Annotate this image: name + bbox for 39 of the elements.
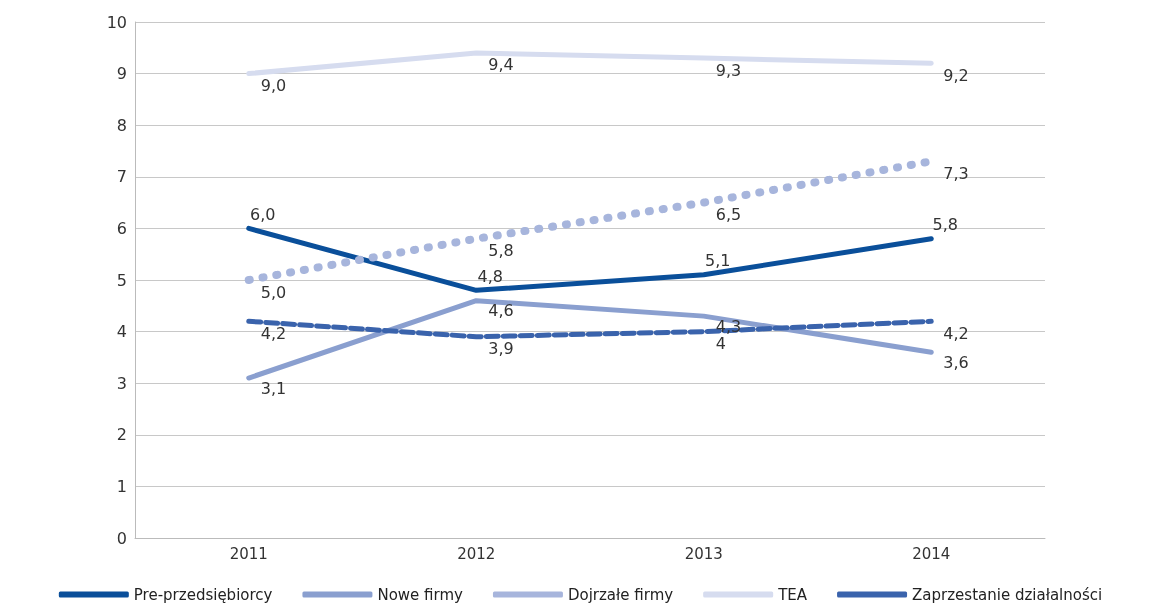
x-tick-label: 2014: [912, 544, 951, 563]
data-label: 3,9: [488, 339, 514, 359]
data-label: 5,1: [705, 251, 731, 271]
y-tick-label: 3: [116, 373, 127, 393]
y-tick-label: 9: [116, 64, 127, 84]
legend-label: Nowe firmy: [377, 585, 464, 604]
data-label: 9,2: [943, 65, 969, 85]
data-label: 9,3: [715, 60, 742, 80]
data-label: 3,1: [260, 378, 287, 398]
data-label: 5,8: [932, 215, 958, 235]
y-tick-label: 2: [116, 425, 127, 445]
data-label: 3,6: [943, 352, 969, 372]
data-label: 4: [715, 334, 726, 354]
y-tick-label: 10: [106, 12, 127, 32]
data-label: 5,0: [260, 282, 287, 302]
data-label: 9,0: [260, 76, 287, 96]
x-tick-label: 2011: [229, 544, 268, 563]
data-label: 9,4: [488, 55, 514, 75]
data-label: 4,2: [943, 323, 969, 343]
legend-label: Zaprzestanie działalności: [912, 585, 1103, 604]
x-tick-label: 2012: [457, 544, 496, 563]
data-label: 6,0: [250, 204, 276, 224]
data-label: 4,2: [260, 323, 287, 343]
data-label: 5,8: [488, 241, 514, 261]
x-tick-label: 2013: [684, 544, 723, 563]
data-label: 6,5: [715, 205, 742, 225]
y-tick-label: 1: [116, 476, 127, 496]
legend-label: TEA: [777, 585, 808, 604]
data-label: 7,3: [943, 163, 969, 183]
legend-label: Dojrzałe firmy: [567, 585, 674, 604]
y-tick-label: 4: [116, 322, 127, 342]
legend-label: Pre-przedsiębiorcy: [133, 585, 273, 604]
y-tick-label: 8: [116, 115, 127, 135]
y-tick-label: 7: [116, 167, 127, 187]
y-tick-label: 6: [116, 218, 127, 238]
data-label: 4,8: [477, 266, 503, 286]
data-label: 4,6: [488, 301, 514, 321]
y-tick-label: 0: [116, 528, 127, 548]
y-tick-label: 5: [116, 270, 127, 290]
